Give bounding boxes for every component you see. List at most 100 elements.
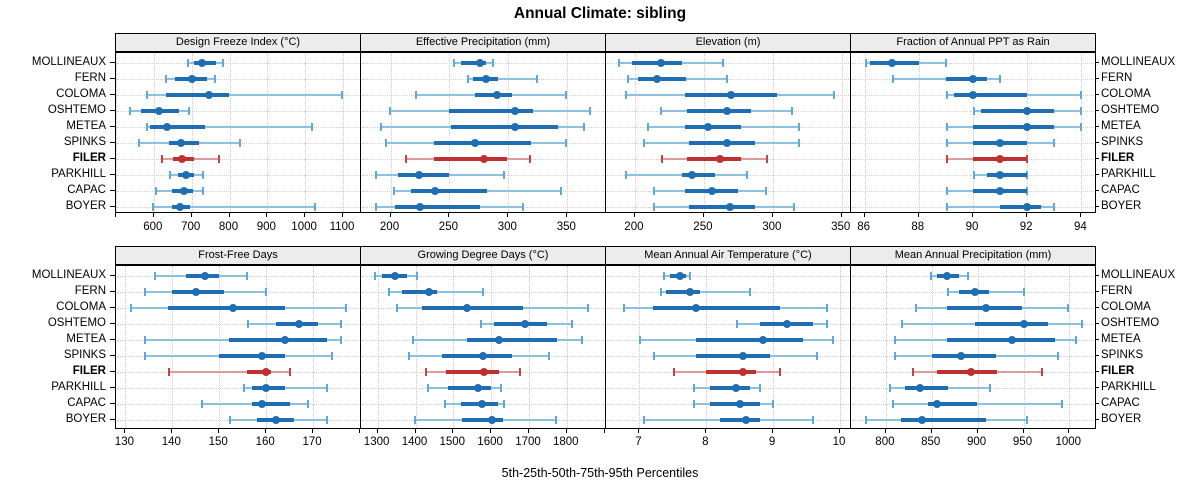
median-dot	[179, 187, 188, 195]
row-gridline	[607, 63, 849, 64]
median-dot	[653, 75, 661, 83]
v-gridline	[266, 266, 268, 428]
whisker-cap	[518, 368, 521, 376]
v-gridline	[313, 266, 315, 428]
axis-tick-label: 350	[556, 221, 576, 233]
whisker-cap	[375, 203, 378, 211]
axis-tick-label: 1500	[439, 436, 466, 448]
median-dot	[692, 304, 701, 312]
axis-tick-label: 250	[693, 221, 713, 233]
whisker-cap	[137, 139, 140, 147]
median-dot	[723, 139, 732, 147]
row-tick	[1094, 142, 1099, 143]
iqr-bar	[900, 418, 986, 422]
row-label-right: CAPAC	[1101, 184, 1140, 196]
panel-strip: Mean Annual Air Temperature (°C)	[605, 246, 851, 265]
panel-title: Mean Annual Precipitation (mm)	[894, 249, 1052, 261]
whisker-cap	[247, 320, 250, 328]
median-dot	[191, 288, 200, 296]
whisker-cap	[726, 75, 729, 83]
axis-tick	[342, 213, 343, 217]
whisker-cap	[528, 155, 531, 163]
whisker-cap	[560, 187, 563, 195]
whisker-cap	[778, 368, 781, 376]
row-gridline	[362, 276, 604, 277]
whisker-cap	[764, 187, 767, 195]
iqr-bar	[684, 125, 742, 129]
row-tick	[110, 142, 115, 143]
median-dot	[391, 272, 399, 280]
whisker-cap	[1074, 336, 1077, 344]
panel-title: Fraction of Annual PPT as Rain	[896, 36, 1050, 48]
whisker-cap	[659, 107, 662, 115]
v-gridline	[634, 53, 636, 212]
v-gridline	[191, 53, 193, 212]
iqr-bar	[681, 173, 715, 177]
row-label-right: COLOMA	[1101, 88, 1151, 100]
row-label-right: COLOMA	[1101, 301, 1151, 313]
row-tick	[1094, 323, 1099, 324]
median-dot	[1007, 336, 1016, 344]
whisker-cap	[1026, 416, 1029, 424]
axis-tick	[702, 213, 704, 217]
whisker-cap	[625, 91, 628, 99]
median-dot	[494, 336, 503, 344]
whisker-cap	[145, 123, 148, 131]
axis-tick-label: 1100	[329, 221, 355, 233]
iqr-bar	[937, 370, 997, 374]
whisker-cap	[307, 400, 310, 408]
row-gridline	[117, 111, 359, 112]
panel-title: Elevation (m)	[695, 36, 761, 48]
axis-tick-label: 1300	[363, 436, 390, 448]
row-label-right: OSHTEMO	[1101, 104, 1160, 116]
v-gridline	[305, 53, 307, 212]
axis-tick	[972, 213, 973, 217]
row-tick	[110, 387, 115, 388]
row-tick	[1094, 355, 1099, 356]
whisker-cap	[565, 139, 568, 147]
axis-tick	[448, 213, 450, 217]
whisker-cap	[144, 288, 147, 296]
iqr-bar	[945, 77, 987, 81]
row-tick	[1094, 126, 1099, 127]
median-dot	[177, 139, 186, 147]
panel-plot	[360, 265, 606, 429]
row-tick	[1094, 206, 1099, 207]
median-dot	[723, 107, 732, 115]
median-dot	[933, 400, 942, 408]
v-gridline	[977, 266, 979, 428]
whisker-line	[167, 371, 290, 373]
median-dot	[759, 336, 768, 344]
iqr-bar	[696, 338, 804, 342]
whisker-cap	[832, 336, 835, 344]
axis-tick-label: 900	[967, 436, 987, 448]
whisker-cap	[1081, 320, 1084, 328]
whisker-line	[242, 387, 328, 389]
panel-title: Effective Precipitation (mm)	[415, 36, 551, 48]
whisker-cap	[482, 288, 485, 296]
whisker-cap	[622, 304, 625, 312]
whisker-cap	[891, 75, 894, 83]
whisker-cap	[766, 155, 769, 163]
axis-tick-label: 800	[875, 436, 895, 448]
axis-tick-label: 300	[762, 221, 782, 233]
panel-plot	[850, 265, 1096, 429]
whisker-cap	[288, 368, 291, 376]
whisker-cap	[945, 123, 948, 131]
axis-tick-label: 9	[768, 436, 776, 448]
whisker-line	[145, 126, 312, 128]
median-dot	[473, 384, 482, 392]
median-dot	[201, 272, 210, 280]
median-dot	[917, 416, 926, 424]
whisker-cap	[661, 155, 664, 163]
row-gridline	[117, 175, 359, 176]
whisker-cap	[502, 171, 505, 179]
whisker-cap	[499, 384, 502, 392]
v-gridline	[566, 266, 568, 428]
v-gridline	[1081, 53, 1083, 212]
row-tick	[1094, 387, 1099, 388]
whisker-cap	[892, 400, 895, 408]
v-gridline	[125, 266, 127, 428]
whisker-cap	[187, 107, 190, 115]
whisker-cap	[479, 320, 482, 328]
